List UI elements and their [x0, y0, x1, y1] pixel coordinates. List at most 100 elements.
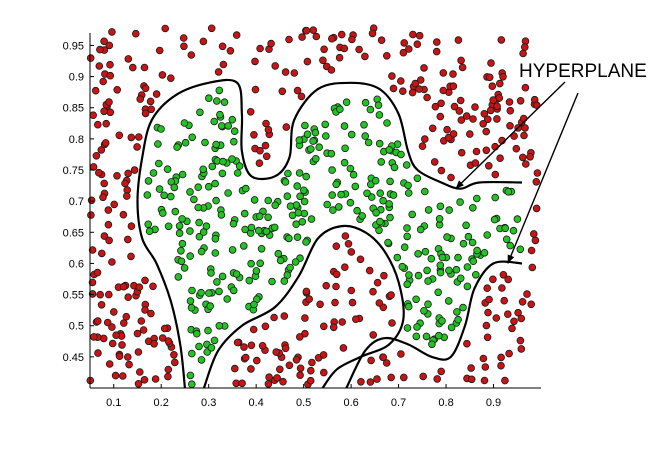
green-point [180, 264, 189, 272]
red-point [140, 63, 149, 72]
green-point [490, 215, 499, 224]
red-point [199, 37, 208, 46]
red-point [482, 127, 491, 136]
red-point [351, 315, 360, 324]
green-point [306, 145, 315, 153]
red-point [457, 56, 465, 65]
red-point [108, 258, 116, 266]
green-point [464, 232, 473, 241]
red-point [87, 196, 96, 205]
red-point [226, 46, 235, 55]
red-point [264, 380, 273, 388]
red-point [319, 368, 328, 377]
green-point [228, 246, 237, 254]
green-point [469, 257, 478, 266]
green-point [384, 238, 392, 247]
green-point [412, 332, 421, 341]
green-point [296, 192, 304, 201]
red-point [135, 133, 143, 141]
red-point [250, 131, 258, 139]
green-point [420, 187, 429, 196]
decision-boundary [136, 78, 523, 389]
red-point [170, 350, 178, 359]
red-point [457, 148, 466, 157]
red-point [105, 41, 114, 50]
green-point [201, 138, 209, 147]
red-point [132, 29, 140, 38]
green-point [386, 177, 394, 186]
red-point [533, 169, 542, 177]
green-point [254, 226, 263, 235]
green-point [213, 97, 221, 105]
red-point [327, 66, 336, 74]
red-point [531, 236, 540, 245]
red-point [467, 364, 475, 372]
green-point [213, 278, 221, 286]
red-point [147, 309, 155, 318]
red-point [514, 308, 522, 317]
boundary-curve-2 [202, 224, 405, 389]
green-point [178, 170, 187, 179]
green-point [332, 180, 341, 189]
green-point [255, 212, 264, 221]
red-point [102, 119, 110, 128]
green-point [315, 143, 324, 152]
red-point [141, 109, 150, 118]
green-point [281, 178, 290, 186]
red-point [303, 57, 312, 66]
green-point [199, 228, 208, 236]
green-point [299, 186, 308, 195]
red-point [368, 29, 377, 38]
green-point [235, 162, 244, 170]
green-point [456, 198, 464, 206]
red-point [104, 206, 113, 214]
green-point [224, 122, 233, 130]
red-point [319, 351, 328, 359]
red-point [214, 68, 223, 76]
red-point [512, 144, 521, 153]
red-point [510, 132, 518, 140]
red-point [105, 290, 113, 299]
green-point [360, 121, 368, 129]
red-point [309, 26, 318, 35]
green-point [170, 183, 179, 192]
red-point [108, 323, 116, 331]
red-point [433, 375, 442, 383]
red-point [105, 98, 113, 106]
red-point [155, 46, 164, 55]
green-point [286, 263, 294, 272]
green-point [366, 105, 375, 114]
red-point [529, 230, 538, 238]
red-point [262, 152, 271, 161]
green-point [181, 138, 190, 147]
green-point [376, 217, 384, 226]
green-point [300, 197, 309, 206]
red-point [428, 124, 437, 133]
green-point [195, 342, 203, 351]
green-point [416, 225, 425, 234]
green-point [186, 227, 194, 235]
red-point [532, 178, 541, 186]
green-point [447, 323, 456, 332]
red-point [141, 276, 149, 285]
red-point [305, 295, 314, 303]
green-point [240, 242, 248, 250]
red-point [103, 318, 112, 327]
green-point [438, 317, 446, 325]
red-point [89, 163, 98, 171]
red-point [369, 287, 377, 296]
green-point [340, 158, 349, 167]
green-point [186, 371, 195, 380]
red-point [523, 290, 531, 298]
red-point [388, 319, 396, 327]
red-point [101, 139, 110, 147]
red-point [99, 77, 107, 86]
green-point [379, 196, 387, 205]
green-point [188, 133, 197, 142]
green-point [256, 259, 265, 268]
red-point [521, 124, 529, 132]
green-point [204, 182, 213, 191]
green-point [376, 189, 385, 198]
green-point [302, 172, 311, 181]
red-point [337, 30, 346, 39]
